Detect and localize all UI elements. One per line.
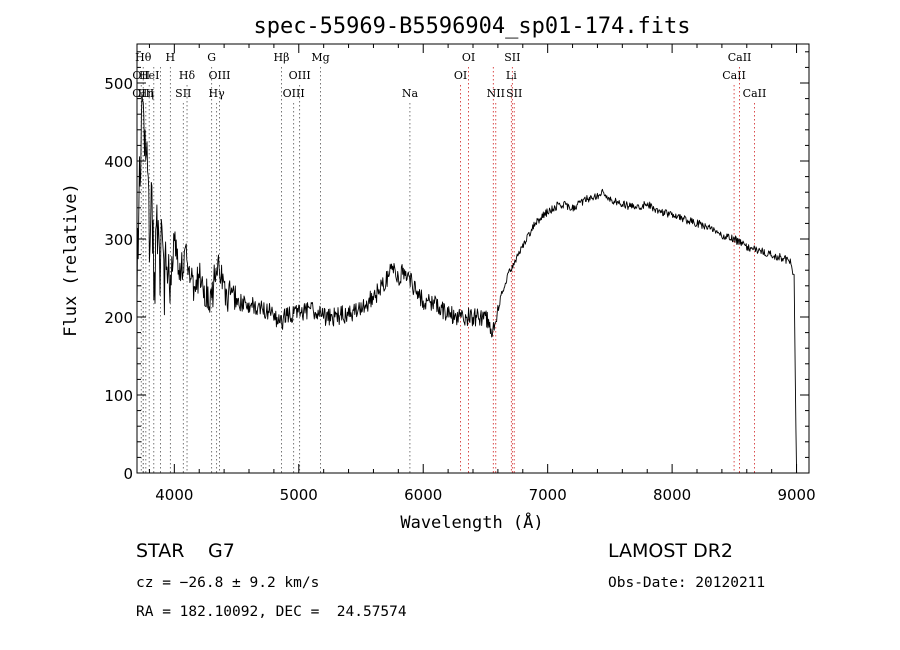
x-tick-label: 8000 <box>653 486 691 504</box>
spectrum-layer <box>136 94 798 474</box>
line-marker-label: HeI <box>139 69 159 82</box>
coordinates: RA = 182.10092, DEC = 24.57574 <box>136 604 407 620</box>
x-tick-label: 4000 <box>155 486 193 504</box>
line-marker-label: SII <box>504 51 520 64</box>
line-marker-label: Hθ <box>135 51 152 64</box>
chart-title: spec-55969-B5596904_sp01-174.fits <box>253 14 690 39</box>
line-marker-label: NII <box>487 87 505 100</box>
line-marker-label: OIII <box>283 87 305 100</box>
line-marker-label: OI <box>454 69 467 82</box>
line-marker-label: SII <box>175 87 191 100</box>
emission-line-markers: OIIHθOIIIHηHeIHSIIHδGHγOIIIHβOIIIOIIIMgN… <box>132 51 766 473</box>
observation-date: Obs-Date: 20120211 <box>608 575 766 591</box>
y-tick-label: 0 <box>123 465 133 483</box>
y-tick-label: 200 <box>104 309 133 327</box>
survey-name: LAMOST DR2 <box>608 540 733 562</box>
x-tick-label: 5000 <box>280 486 318 504</box>
y-tick-label: 500 <box>104 75 133 93</box>
spectrum-line <box>136 94 798 474</box>
x-tick-label: 6000 <box>404 486 442 504</box>
line-marker-label: Mg <box>311 51 329 64</box>
line-marker-label: OIII <box>208 69 230 82</box>
line-marker-label: OI <box>462 51 475 64</box>
line-marker-label: CaII <box>728 51 752 64</box>
line-marker-label: CaII <box>722 69 746 82</box>
y-axis: 0 100 200 300 400 500 <box>104 51 809 483</box>
x-tick-label: 9000 <box>777 486 815 504</box>
line-marker-label: Hγ <box>209 87 226 100</box>
y-tick-label: 100 <box>104 387 133 405</box>
line-marker-label: G <box>207 51 216 64</box>
x-axis-label: Wavelength (Å) <box>400 511 543 533</box>
line-marker-label: Li <box>506 69 517 82</box>
line-marker-label: H <box>166 51 176 64</box>
line-marker-label: CaII <box>743 87 767 100</box>
line-marker-label: Hβ <box>274 51 290 64</box>
redshift-cz: cz = −26.8 ± 9.2 km/s <box>136 575 320 591</box>
line-marker-label: Hη <box>138 87 154 100</box>
line-marker-label: OIII <box>289 69 311 82</box>
object-subclass: G7 <box>208 540 235 562</box>
line-marker-label: OIII <box>132 87 154 100</box>
y-axis-label: Flux (relative) <box>61 183 81 337</box>
y-tick-label: 300 <box>104 231 133 249</box>
plot-frame <box>136 43 810 474</box>
y-tick-label: 400 <box>104 153 133 171</box>
x-tick-label: 7000 <box>529 486 567 504</box>
line-marker-label: Na <box>402 87 419 100</box>
x-axis: 4000 5000 6000 7000 8000 9000 <box>148 44 816 504</box>
line-marker-label: Hδ <box>179 69 196 82</box>
object-class: STAR <box>136 540 185 562</box>
line-marker-label: SII <box>506 87 522 100</box>
